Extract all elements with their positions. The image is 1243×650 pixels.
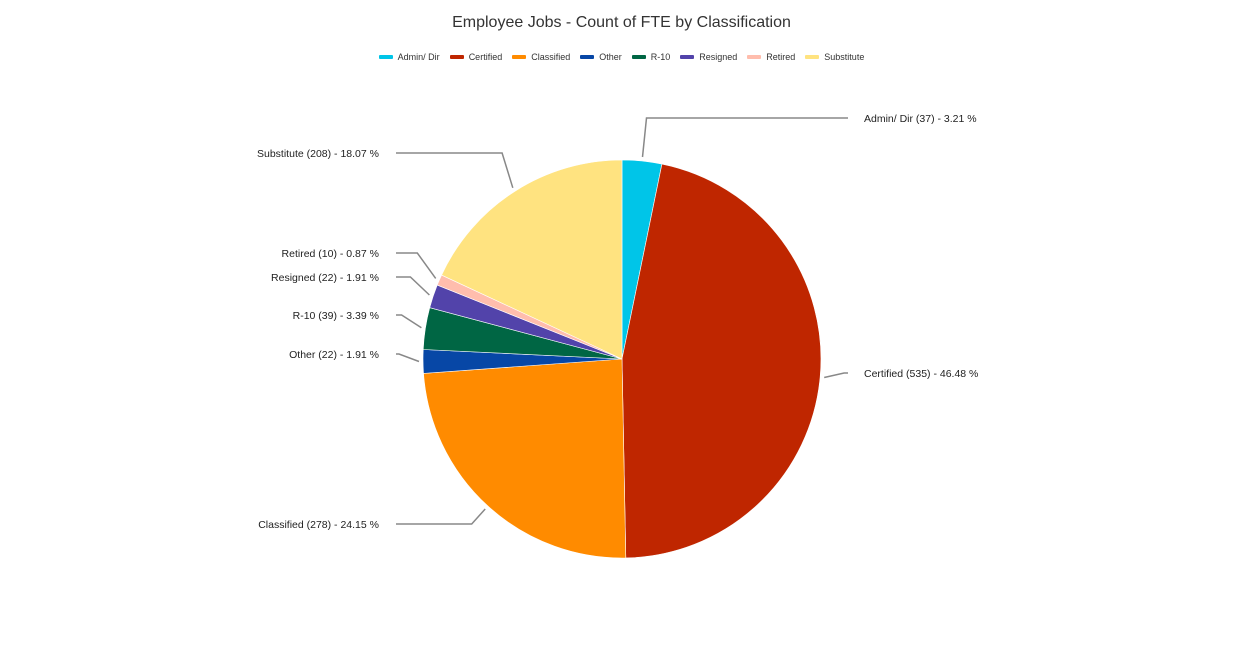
legend-swatch: [631, 55, 646, 59]
legend-item-r-10[interactable]: R-10: [631, 52, 671, 62]
legend-label: Admin/ Dir: [397, 52, 440, 62]
legend-swatch: [580, 55, 595, 59]
legend-swatch: [680, 55, 695, 59]
leader-line-certified: [824, 372, 848, 379]
legend-item-certified[interactable]: Certified: [449, 52, 503, 62]
legend-swatch: [747, 55, 762, 59]
legend-label: Classified: [531, 52, 571, 62]
legend-label: Other: [599, 52, 622, 62]
legend-swatch: [512, 55, 527, 59]
legend-label: Retired: [766, 52, 796, 62]
leader-line-admin-dir: [641, 117, 848, 158]
legend-item-substitute[interactable]: Substitute: [805, 52, 864, 62]
pie-slice-classified[interactable]: [423, 358, 627, 559]
slice-label-substitute: Substitute (208) - 18.07 %: [257, 148, 379, 160]
legend-item-admin-dir[interactable]: Admin/ Dir: [378, 52, 440, 62]
slice-label-certified: Certified (535) - 46.48 %: [864, 368, 978, 380]
pie-slice-certified[interactable]: [621, 163, 822, 559]
chart-title: Employee Jobs - Count of FTE by Classifi…: [452, 14, 791, 31]
legend-item-other[interactable]: Other: [580, 52, 622, 62]
leader-line-other: [396, 353, 420, 363]
legend-item-retired[interactable]: Retired: [747, 52, 795, 62]
legend-label: R-10: [650, 52, 671, 62]
legend-item-resigned[interactable]: Resigned: [680, 52, 737, 62]
slice-label-resigned: Resigned (22) - 1.91 %: [271, 272, 379, 284]
leader-line-r-10: [396, 314, 422, 329]
slice-label-classified: Classified (278) - 24.15 %: [258, 519, 379, 531]
legend-label: Resigned: [699, 52, 738, 62]
slice-label-other: Other (22) - 1.91 %: [289, 349, 379, 361]
legend-swatch: [449, 55, 464, 59]
pie-slice-substitute[interactable]: [441, 159, 623, 360]
legend-swatch: [378, 55, 393, 59]
slice-label-r-10: R-10 (39) - 3.39 %: [293, 310, 379, 322]
leader-line-substitute: [396, 152, 514, 189]
leader-line-resigned: [396, 276, 430, 296]
leader-line-retired: [396, 252, 437, 279]
slice-label-admin-dir: Admin/ Dir (37) - 3.21 %: [864, 113, 977, 125]
legend-swatch: [805, 55, 820, 59]
legend-item-classified[interactable]: Classified: [512, 52, 570, 62]
legend-label: Substitute: [824, 52, 865, 62]
leader-line-classified: [396, 508, 486, 525]
slice-label-retired: Retired (10) - 0.87 %: [282, 248, 379, 260]
legend-label: Certified: [468, 52, 503, 62]
chart-legend: Admin/ Dir Certified Classified Other R-10 Re…: [0, 52, 1243, 62]
